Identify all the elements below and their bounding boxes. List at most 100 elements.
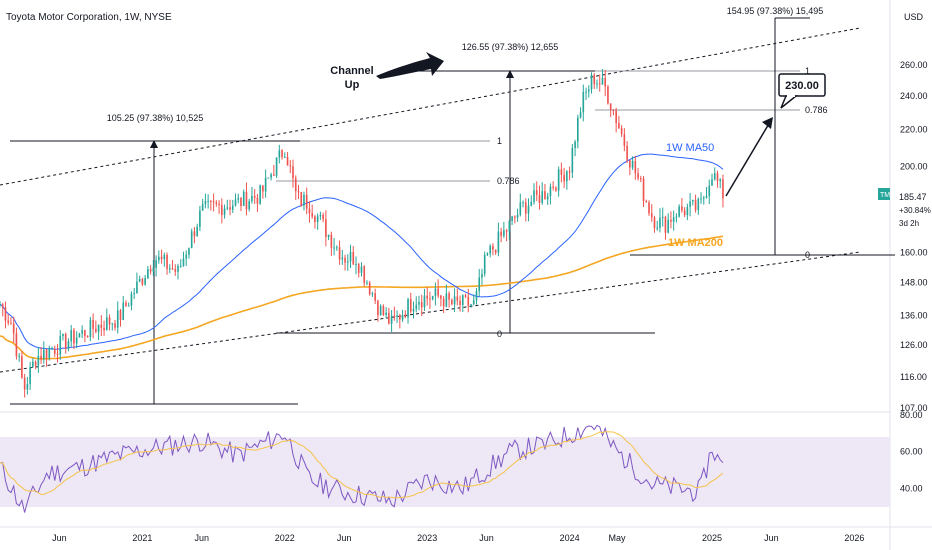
candle <box>308 201 311 223</box>
candle <box>407 297 409 324</box>
candle <box>623 128 626 152</box>
candle <box>56 344 59 363</box>
candle <box>111 322 114 331</box>
rsi-ma-line <box>0 431 724 499</box>
candle <box>108 314 111 331</box>
candle <box>722 174 724 208</box>
candle <box>508 220 511 240</box>
candle-body <box>379 305 382 316</box>
time-tick-label: 2021 <box>132 533 152 543</box>
currency-label[interactable]: USD <box>904 12 924 22</box>
candle <box>51 346 53 350</box>
candle <box>182 251 185 267</box>
candle-body <box>308 208 311 214</box>
candle-body <box>273 174 275 176</box>
price-tick-label: 136.00 <box>900 310 928 320</box>
candle-body <box>357 263 360 273</box>
candle-body <box>97 324 100 332</box>
candle-body <box>300 192 303 206</box>
candle-body <box>549 186 552 197</box>
candle-body <box>196 226 198 237</box>
candle-body <box>21 356 23 378</box>
candle <box>105 308 108 331</box>
candle-body <box>516 214 519 218</box>
candle-body <box>262 185 264 192</box>
candle-body <box>338 247 341 260</box>
candle <box>596 79 598 89</box>
candle-body <box>234 199 237 206</box>
candle <box>631 156 634 170</box>
candle-body <box>325 219 327 238</box>
channel-label-1: Channel <box>330 65 373 77</box>
candle <box>601 68 604 85</box>
candle <box>78 332 81 338</box>
candle <box>251 186 253 204</box>
candle <box>292 159 294 188</box>
candle <box>245 182 248 216</box>
candle <box>207 194 209 209</box>
candle <box>220 198 223 224</box>
candle <box>653 215 656 233</box>
candle <box>541 182 544 205</box>
candle <box>86 335 89 338</box>
candle-body <box>56 353 59 355</box>
candle-body <box>672 217 675 222</box>
candle <box>409 292 412 314</box>
price-tick-label: 260.00 <box>900 60 928 70</box>
candle-body <box>650 213 653 218</box>
channel-upper-line <box>0 27 861 186</box>
candle <box>188 247 190 259</box>
candle-body <box>314 216 316 222</box>
candle-body <box>201 204 204 211</box>
candle <box>440 294 442 307</box>
time-tick-label: Jun <box>337 533 352 543</box>
candle-body <box>713 173 716 180</box>
candle-body <box>505 230 508 232</box>
candle-body <box>371 293 374 295</box>
candle <box>448 291 450 308</box>
candle-body <box>237 197 240 200</box>
rsi-axis: 40.00 60.00 80.00 <box>900 410 923 493</box>
candle-body <box>429 298 431 300</box>
candle <box>522 200 524 208</box>
candle-body <box>319 214 322 217</box>
candle-body <box>642 178 645 201</box>
candle <box>152 259 155 276</box>
candle <box>84 329 86 343</box>
candle-body <box>253 195 256 198</box>
candle <box>171 260 174 270</box>
candle <box>275 157 278 178</box>
candle <box>196 223 198 237</box>
candle <box>67 338 70 352</box>
candle <box>185 250 188 266</box>
candle <box>270 172 272 181</box>
candle-body <box>388 312 390 324</box>
candle <box>62 333 64 341</box>
candle-body <box>489 245 492 254</box>
candle-body <box>177 265 179 272</box>
candle <box>527 198 530 222</box>
candle-body <box>122 302 125 320</box>
candle-body <box>168 268 171 270</box>
candle <box>53 345 56 357</box>
candle <box>659 208 661 233</box>
candle <box>481 268 483 286</box>
candle-body <box>601 77 604 85</box>
candle-body <box>229 207 231 210</box>
candle-body <box>514 216 516 218</box>
candle-body <box>29 366 31 385</box>
candle-body <box>637 173 639 179</box>
ma50-line <box>0 153 724 350</box>
candle <box>283 152 286 159</box>
candle <box>355 256 357 275</box>
candle <box>412 301 415 319</box>
candle <box>166 252 168 275</box>
candle <box>141 277 144 287</box>
candle <box>702 195 705 205</box>
candle-body <box>352 251 355 265</box>
candle <box>363 265 366 287</box>
candle <box>415 296 418 313</box>
candle <box>678 204 680 218</box>
candle-body <box>467 296 470 306</box>
